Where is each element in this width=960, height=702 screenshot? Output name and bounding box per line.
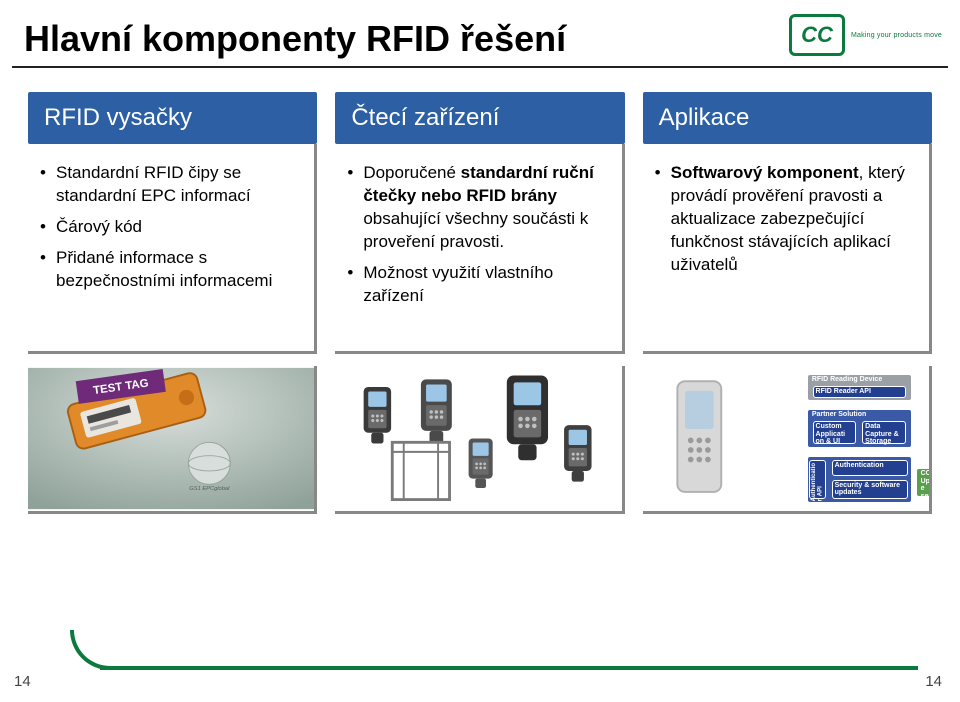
- column-header: Aplikace: [643, 92, 932, 144]
- columns-row: RFID vysačky Standardní RFID čipy se stan…: [0, 68, 960, 354]
- column: Aplikace Softwarový komponent, který prov…: [643, 92, 932, 354]
- arch-box: Data Capture & Storage: [862, 421, 906, 445]
- bullet-item: Přidané informace s bezpečnostními infor…: [40, 247, 302, 293]
- column-header: RFID vysačky: [28, 92, 317, 144]
- bullet-item: Možnost využití vlastního zařízení: [347, 262, 609, 308]
- bullet-text: Čárový kód: [56, 217, 142, 236]
- arch-box-label: RFID Reader API: [816, 388, 904, 396]
- page-number-right: 14: [925, 673, 942, 690]
- bullet-item: Softwarový komponent, který provádí prov…: [655, 162, 917, 277]
- arch-group-label: Partner Solution: [812, 411, 866, 419]
- arch-group-label: RFID Reading Device: [812, 376, 882, 384]
- column-body: Doporučené standardní ruční čtečky nebo …: [335, 144, 624, 354]
- arch-box: RFID Reader API: [813, 386, 907, 399]
- bullet-item: Doporučené standardní ruční čtečky nebo …: [347, 162, 609, 254]
- column: RFID vysačky Standardní RFID čipy se stan…: [28, 92, 317, 354]
- arch-box: Custom Applicati on & UI: [813, 421, 857, 445]
- bullet-text: Přidané informace s bezpečnostními infor…: [56, 248, 272, 290]
- column: Čtecí zařízení Doporučené standardní ručn…: [335, 92, 624, 354]
- image-panel-architecture: RFID Reading Device RFID Reader API Partne…: [643, 366, 932, 514]
- svg-text:GS1 EPCglobal: GS1 EPCglobal: [189, 486, 230, 492]
- brand-logo: CC Making your products move: [789, 14, 942, 56]
- bullet-item: Standardní RFID čipy se standardní EPC i…: [40, 162, 302, 208]
- arch-box: Security & software updates: [832, 480, 908, 500]
- image-panel-readers: [335, 366, 624, 514]
- image-panel-tags: TEST TAG GS1 EPCglobal: [28, 366, 317, 514]
- column-body: Standardní RFID čipy se standardní EPC i…: [28, 144, 317, 354]
- arch-box: Authentication: [832, 460, 908, 476]
- logo-badge: CC: [789, 14, 845, 56]
- logo-letters: CC: [801, 22, 833, 48]
- arch-box-label: Security & software updates: [835, 482, 905, 497]
- column-body: Softwarový komponent, který provádí prov…: [643, 144, 932, 354]
- page-number-left: 14: [14, 673, 31, 690]
- arch-box-label: Custom Applicati on & UI: [816, 423, 854, 446]
- arch-box: Authenticatio n API: [809, 460, 826, 499]
- bullet-item: Čárový kód: [40, 216, 302, 239]
- bullet-text: Softwarový komponent: [671, 163, 859, 182]
- arch-group: CC Updat e servic e: [916, 468, 932, 497]
- logo-tagline: Making your products move: [851, 32, 942, 39]
- images-row: TEST TAG GS1 EPCglobal: [0, 354, 960, 514]
- footer-line: [100, 666, 918, 670]
- arch-group-label: CC Updat e servic e: [921, 470, 932, 508]
- arch-box-label: Data Capture & Storage: [865, 423, 903, 446]
- bullet-text: Standardní RFID čipy se standardní EPC i…: [56, 163, 251, 205]
- arch-box-label: Authenticatio n API: [811, 463, 823, 501]
- footer-curve: [70, 630, 110, 670]
- bullet-text: obsahující všechny součásti k proveření …: [363, 209, 588, 251]
- arch-box-label: Authentication: [835, 462, 905, 470]
- bullet-text: Možnost využití vlastního zařízení: [363, 263, 553, 305]
- column-header: Čtecí zařízení: [335, 92, 624, 144]
- bullet-text: Doporučené: [363, 163, 460, 182]
